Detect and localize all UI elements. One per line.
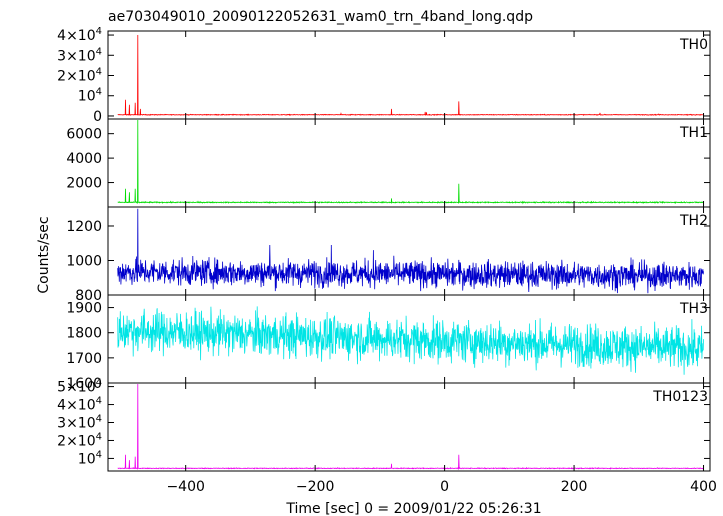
y-tick-label: 3×104 bbox=[57, 46, 102, 64]
y-tick-label: 1900 bbox=[66, 301, 102, 317]
panel-label: TH1 bbox=[679, 125, 708, 141]
y-tick-label: 3×104 bbox=[57, 414, 102, 432]
y-tick-label: 4000 bbox=[66, 151, 102, 167]
y-tick-label: 5×104 bbox=[57, 378, 102, 396]
y-axis-title: Counts/sec bbox=[36, 216, 52, 293]
panel-th3: 1600 1700 1800 1900 TH3 bbox=[66, 294, 711, 392]
x-tick-label: −400 bbox=[166, 479, 204, 495]
y-tick-label: 104 bbox=[78, 87, 102, 105]
series-line-th0123 bbox=[117, 383, 704, 471]
series-line-th1 bbox=[117, 119, 704, 205]
panel-label: TH2 bbox=[679, 213, 708, 229]
x-tick-label: 400 bbox=[690, 479, 717, 495]
y-tick-label: 1800 bbox=[66, 326, 102, 342]
series-line-th3 bbox=[117, 306, 704, 375]
panel-label: TH3 bbox=[679, 301, 708, 317]
x-axis-title: Time [sec] 0 = 2009/01/22 05:26:31 bbox=[285, 501, 541, 516]
y-tick-label: 1700 bbox=[66, 351, 102, 367]
y-tick-label: 800 bbox=[75, 288, 102, 304]
y-tick-label: 1000 bbox=[66, 253, 102, 269]
chart-title: ae703049010_20090122052631_wam0_trn_4ban… bbox=[108, 9, 533, 25]
panel-th1: 2000 4000 6000 TH1 bbox=[66, 118, 711, 208]
y-tick-label: 4×104 bbox=[57, 26, 102, 44]
panel-frame bbox=[107, 30, 711, 120]
x-axis: −400 −200 0 200 400 bbox=[166, 479, 716, 495]
x-tick-label: −200 bbox=[296, 479, 334, 495]
x-tick-label: 0 bbox=[440, 479, 449, 495]
panel-label: TH0 bbox=[679, 37, 708, 53]
panel-th2: 800 1000 1200 TH2 bbox=[66, 206, 711, 304]
panel-frame bbox=[107, 382, 711, 472]
panel-label: TH0123 bbox=[652, 389, 708, 405]
series-line-th2 bbox=[117, 208, 704, 294]
y-tick-label: 2000 bbox=[66, 176, 102, 192]
y-tick-label: 4×104 bbox=[57, 396, 102, 414]
y-tick-label: 1600 bbox=[66, 376, 102, 392]
x-tick-label: 200 bbox=[561, 479, 588, 495]
series-line-th0 bbox=[117, 34, 704, 116]
panel-th0: 0 104 2×104 3×104 4×104 TH0 bbox=[57, 26, 711, 125]
y-tick-label: 2×104 bbox=[57, 431, 102, 449]
y-tick-label: 1200 bbox=[66, 219, 102, 235]
y-tick-label: 104 bbox=[78, 449, 102, 467]
panel-frame bbox=[107, 118, 711, 208]
y-tick-label: 6000 bbox=[66, 127, 102, 143]
y-tick-label: 0 bbox=[93, 109, 102, 125]
y-tick-label: 2×104 bbox=[57, 67, 102, 85]
